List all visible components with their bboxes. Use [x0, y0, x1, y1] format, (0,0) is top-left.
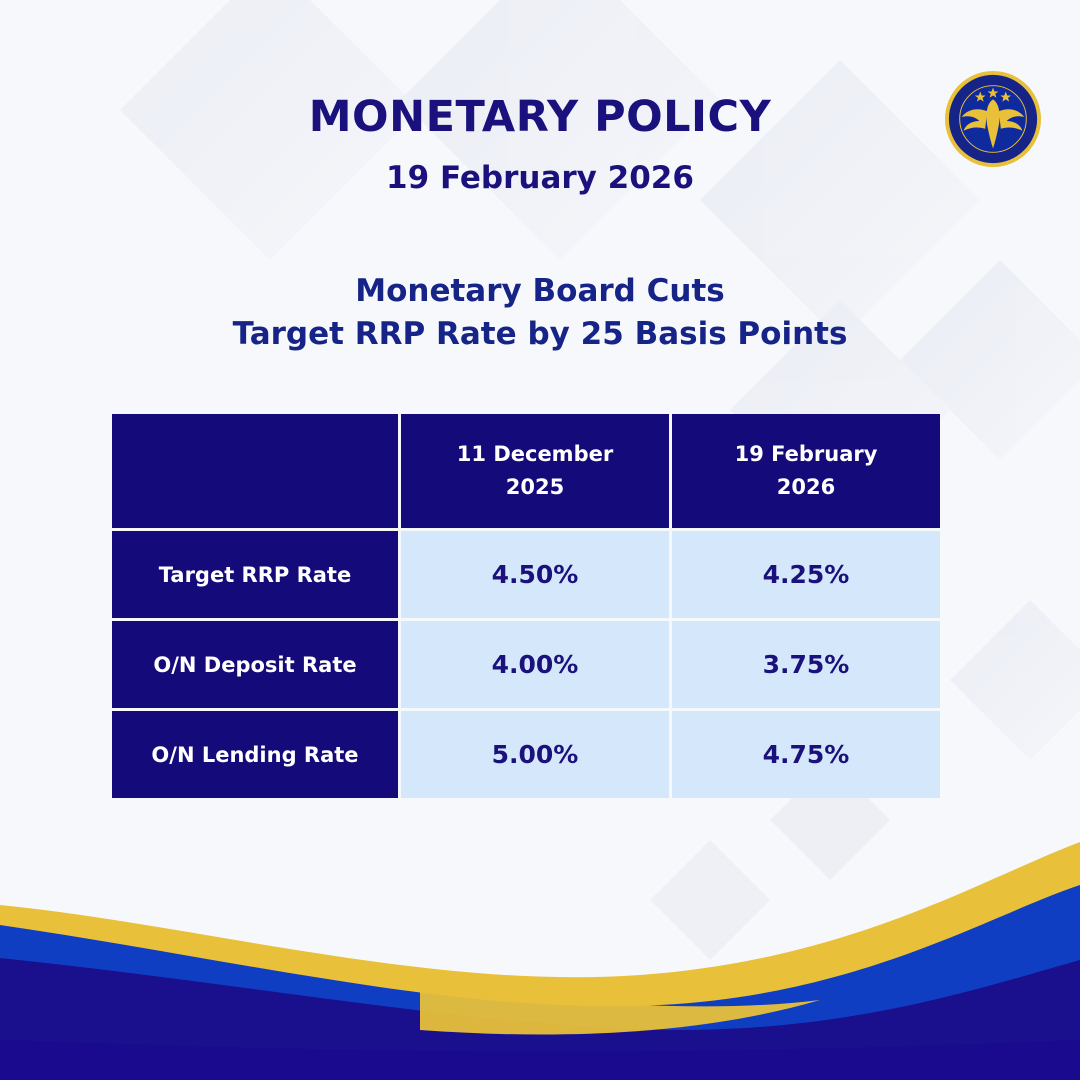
table-row: O/N Deposit Rate 4.00% 3.75% — [112, 621, 940, 708]
table-corner-cell — [112, 414, 398, 528]
column-header-line: 19 February — [734, 442, 878, 466]
rate-value: 4.25% — [672, 531, 940, 618]
headline-line-1: Monetary Board Cuts — [355, 273, 725, 309]
row-label-target-rrp: Target RRP Rate — [112, 531, 398, 618]
rate-value: 4.00% — [401, 621, 669, 708]
column-header-line: 11 December — [456, 442, 614, 466]
column-header-dec-2025: 11 December 2025 — [401, 414, 669, 528]
page-title: MONETARY POLICY — [308, 92, 772, 142]
table-row: O/N Lending Rate 5.00% 4.75% — [112, 711, 940, 798]
rate-value: 4.50% — [401, 531, 669, 618]
bsp-seal-icon — [944, 70, 1042, 168]
table-header-row: 11 December 2025 19 February 2026 — [112, 414, 940, 528]
headline: Monetary Board Cuts Target RRP Rate by 2… — [0, 270, 1080, 356]
column-header-line: 2025 — [505, 475, 565, 499]
rate-value: 3.75% — [672, 621, 940, 708]
column-header-feb-2026: 19 February 2026 — [672, 414, 940, 528]
rate-value: 5.00% — [401, 711, 669, 798]
row-label-on-lending: O/N Lending Rate — [112, 711, 398, 798]
rate-value: 4.75% — [672, 711, 940, 798]
table-row: Target RRP Rate 4.50% 4.25% — [112, 531, 940, 618]
rates-table: 11 December 2025 19 February 2026 Target… — [109, 411, 943, 801]
page-date: 19 February 2026 — [386, 160, 694, 196]
column-header-line: 2026 — [776, 475, 836, 499]
row-label-on-deposit: O/N Deposit Rate — [112, 621, 398, 708]
headline-line-2: Target RRP Rate by 25 Basis Points — [232, 316, 848, 352]
